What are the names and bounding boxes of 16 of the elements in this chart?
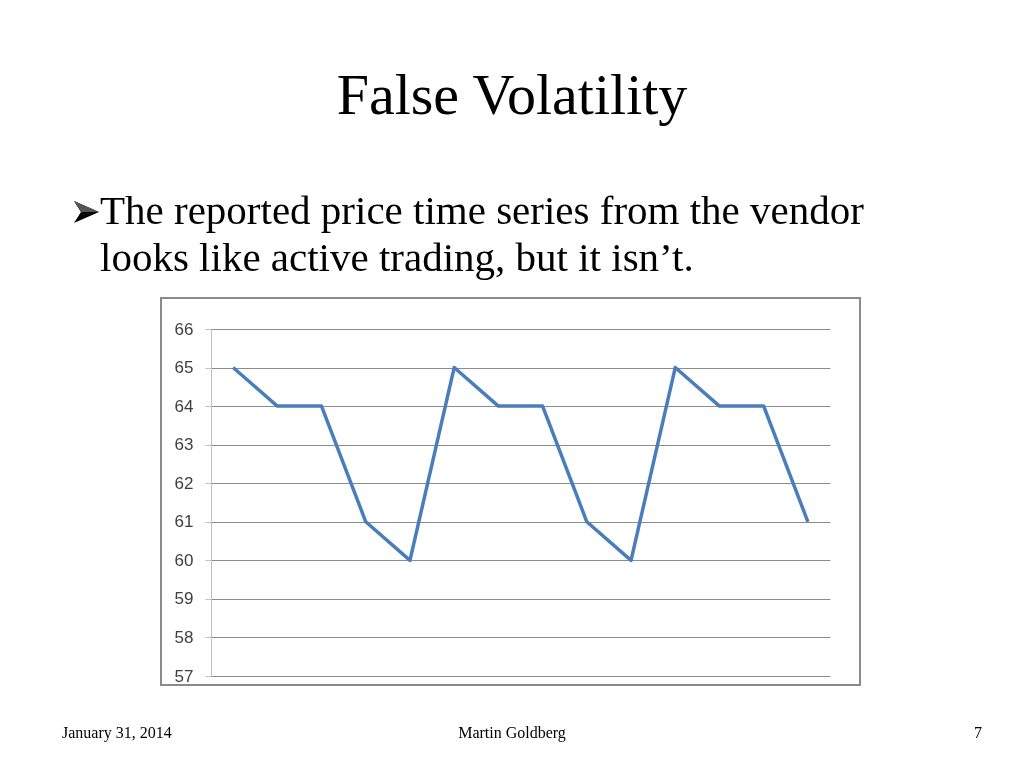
y-tick-label: 61: [174, 512, 194, 532]
chart-title: False Volatility: [335, 62, 689, 127]
y-tick-label: 63: [174, 435, 194, 455]
text: 7: [974, 724, 982, 742]
y-tick-label: 66: [174, 319, 194, 339]
y-tick-label: 64: [174, 396, 194, 416]
chart-subtitle: The reported price time series from the vendor looks like active trading, but it isn’t.: [100, 187, 865, 281]
text: Martin Goldberg: [458, 724, 566, 741]
y-tick-label: 60: [174, 550, 194, 570]
line-series: [231, 365, 810, 563]
y-tick-label: 58: [174, 627, 194, 647]
y-tick-label: 59: [174, 589, 194, 609]
y-tick-label: 65: [174, 358, 194, 378]
y-tick-label: 57: [174, 666, 194, 686]
y-tick-label: 62: [174, 473, 194, 493]
text: January 31, 2014: [62, 724, 172, 742]
